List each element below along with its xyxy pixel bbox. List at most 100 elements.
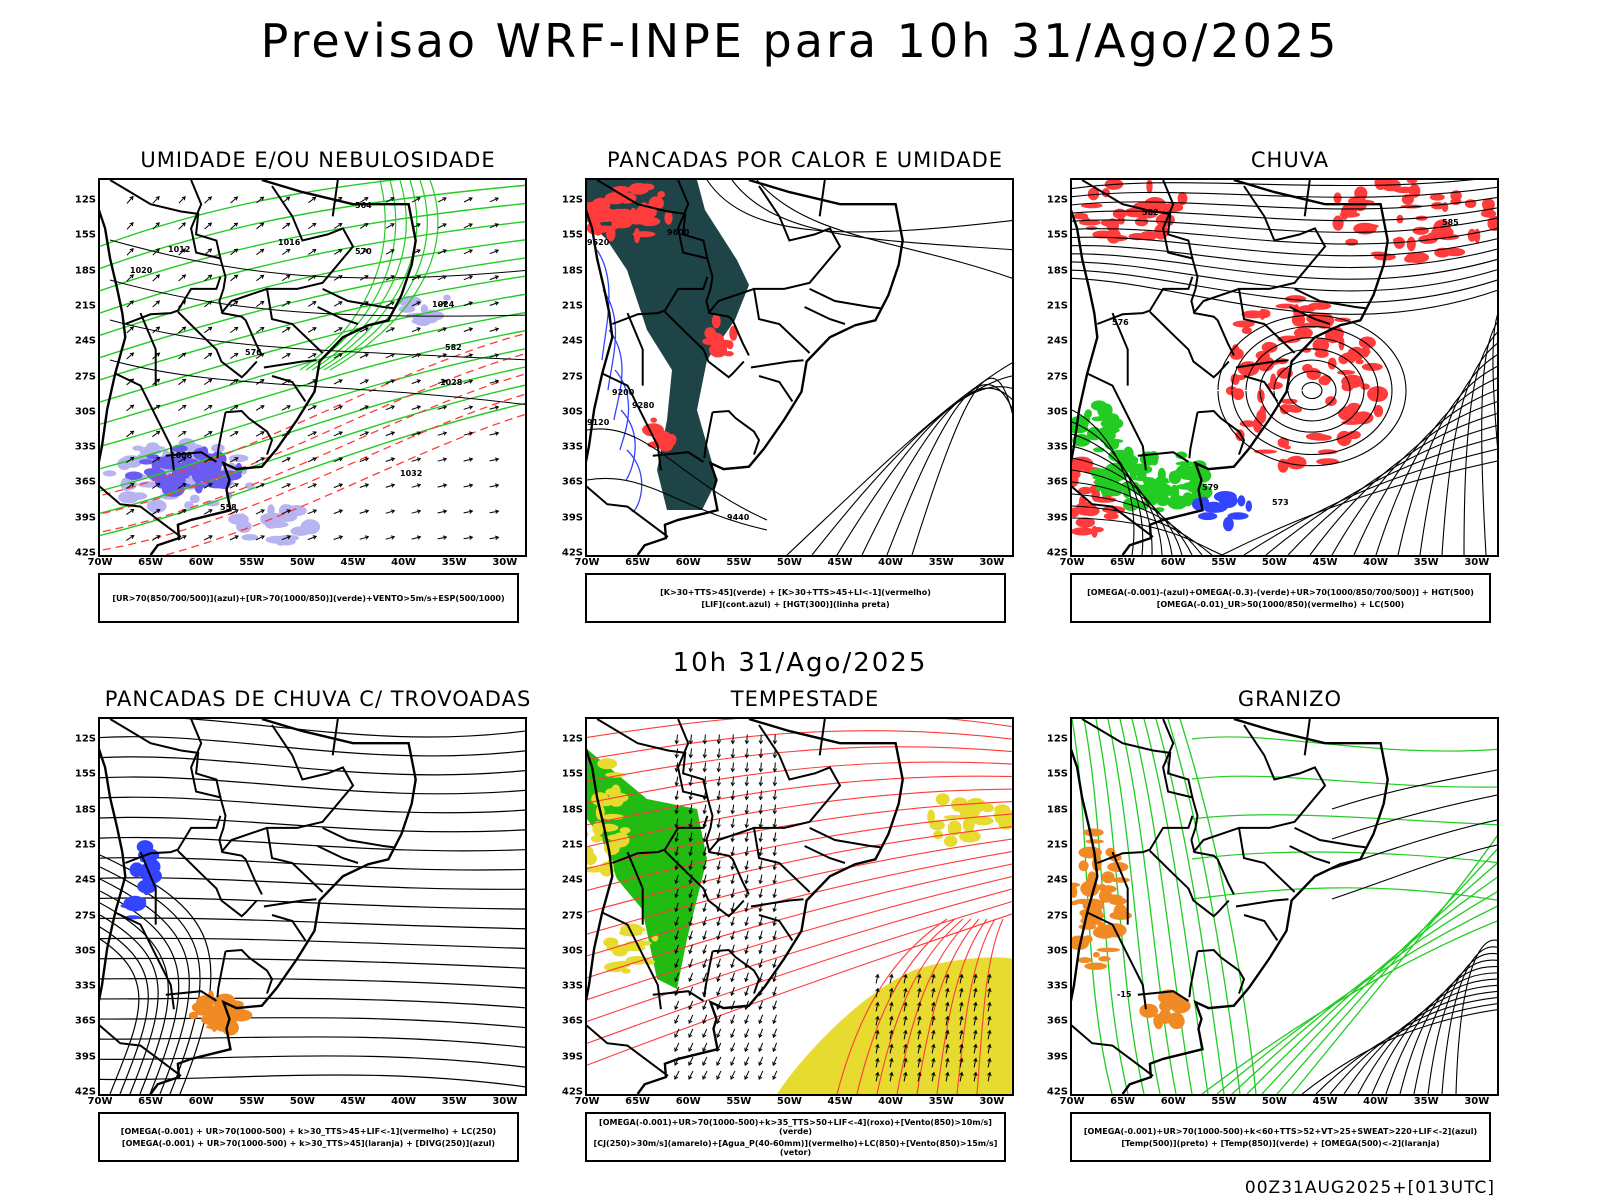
panel-title: CHUVA <box>1250 148 1330 172</box>
hgt300-contours <box>786 362 1012 555</box>
lon-tick-label: 30W <box>1464 557 1490 568</box>
political-border <box>611 276 709 325</box>
political-border <box>664 311 745 379</box>
political-border <box>1192 826 1240 853</box>
lon-tick-label: 30W <box>492 1096 518 1107</box>
lat-tick-label: 21S <box>74 839 96 851</box>
contour-label: 582 <box>445 343 462 352</box>
lon-tick-label: 45W <box>827 1096 853 1107</box>
coastline <box>149 180 417 555</box>
west-coastline <box>587 748 614 1002</box>
lat-tick-label: 33S <box>561 441 583 453</box>
political-border <box>220 826 268 853</box>
lon-tick-label: 45W <box>340 1096 366 1107</box>
lat-tick-label: 33S <box>561 980 583 992</box>
lon-tick-label: 65W <box>138 557 164 568</box>
legend-line: [CJ(250)>30m/s](amarelo)+[Agua_P(40-60mm… <box>593 1138 998 1157</box>
political-border <box>750 359 804 369</box>
political-border <box>1111 851 1129 925</box>
political-border <box>124 815 222 864</box>
lat-tick-label: 12S <box>561 194 583 206</box>
lon-tick-label: 45W <box>1312 557 1338 568</box>
coastline <box>1121 180 1389 555</box>
panel-legend: [OMEGA(-0.001) + UR>70(1000-500) + k>30_… <box>98 1112 519 1162</box>
political-border <box>265 724 355 893</box>
contour-label: 9120 <box>587 418 610 427</box>
lat-tick-label: 24S <box>561 335 583 347</box>
divergence-blue-spot <box>120 895 147 920</box>
political-border <box>596 180 750 356</box>
political-border <box>177 850 258 918</box>
political-border <box>1137 451 1189 463</box>
lat-tick-label: 18S <box>74 804 96 816</box>
lon-tick-label: 35W <box>928 557 954 568</box>
contour-label: 9280 <box>632 401 655 410</box>
political-border <box>271 914 307 941</box>
forecast-panel: PANCADAS DE CHUVA C/ TROVOADAS 12S 15S 18S 2… <box>68 687 568 1192</box>
lon-tick-label: 45W <box>827 557 853 568</box>
lat-tick-label: 24S <box>561 874 583 886</box>
political-border <box>758 375 794 402</box>
lon-tick-label: 40W <box>1363 1096 1389 1107</box>
lon-tick-label: 50W <box>776 557 802 568</box>
political-border <box>331 719 339 756</box>
lon-tick-label: 55W <box>239 557 265 568</box>
political-border <box>677 180 709 260</box>
lat-tick-label: 36S <box>1046 1015 1068 1027</box>
lat-tick-label: 24S <box>74 335 96 347</box>
lat-tick-label: 27S <box>74 371 96 382</box>
political-border <box>190 719 222 799</box>
lon-tick-label: 65W <box>1110 1096 1136 1107</box>
political-border <box>1188 951 1199 998</box>
forecast-panel: CHUVA 12S 15S 18S 21S 24S 27S 30S 33S 36S 39S 42S 70… <box>1040 148 1540 653</box>
divergence-blue-area <box>129 840 162 896</box>
political-border <box>712 409 761 455</box>
lat-tick-label: 33S <box>1046 441 1068 453</box>
lat-tick-label: 21S <box>1046 300 1068 312</box>
k-tts-li-red-spot <box>702 313 738 358</box>
lat-tick-label: 18S <box>561 804 583 816</box>
temp850-contours-north <box>1191 736 1497 901</box>
contour-label: 1016 <box>278 238 301 247</box>
lat-tick-label: 15S <box>1046 768 1068 780</box>
political-border <box>216 951 227 998</box>
rain-red-area <box>1225 295 1389 473</box>
political-border <box>263 359 317 369</box>
coastline <box>636 180 904 555</box>
political-border <box>1086 911 1147 1010</box>
lat-tick-label: 12S <box>561 733 583 745</box>
hgt300-contours-north <box>706 180 1012 279</box>
political-border <box>818 719 826 756</box>
panel-title: PANCADAS POR CALOR E UMIDADE <box>606 148 1004 172</box>
lat-tick-label: 24S <box>1046 335 1068 347</box>
rain-blue-area <box>1192 491 1252 532</box>
latitude-axis: 12S 15S 18S 21S 24S 27S 30S 33S 36S 39S 42S <box>555 178 585 559</box>
political-border <box>165 990 217 1002</box>
political-border <box>1197 409 1246 455</box>
political-border <box>124 276 222 325</box>
political-border <box>1303 180 1311 217</box>
legend-line: [Temp(500)](preto) + [Temp(850)](verde) … <box>1121 1138 1440 1148</box>
contour-label: 1020 <box>130 266 153 275</box>
political-border <box>216 412 227 459</box>
coastline <box>636 719 904 1094</box>
temp850-contours <box>1201 835 1497 1094</box>
lat-tick-label: 42S <box>1046 547 1068 559</box>
lon-tick-label: 30W <box>492 557 518 568</box>
lat-tick-label: 21S <box>74 300 96 312</box>
lon-tick-label: 60W <box>675 557 701 568</box>
panel-title: TEMPESTADE <box>730 687 880 711</box>
contour-label: 1012 <box>168 245 190 254</box>
political-border <box>804 845 846 864</box>
contour-label: 576 <box>245 348 262 357</box>
political-border <box>818 180 826 217</box>
lat-tick-label: 36S <box>1046 476 1068 488</box>
lat-tick-label: 15S <box>74 229 96 241</box>
panel-title: GRANIZO <box>1237 687 1343 711</box>
panel-legend: [OMEGA(-0.001)+UR>70(1000-500)+k<60+TTS>… <box>1070 1112 1491 1162</box>
lon-tick-label: 60W <box>188 1096 214 1107</box>
lat-tick-label: 21S <box>561 839 583 851</box>
lon-tick-label: 40W <box>391 557 417 568</box>
legend-line: [OMEGA(-0.001)-(azul)+OMEGA(-0.3)-(verde… <box>1087 587 1474 597</box>
lon-tick-label: 40W <box>878 1096 904 1107</box>
